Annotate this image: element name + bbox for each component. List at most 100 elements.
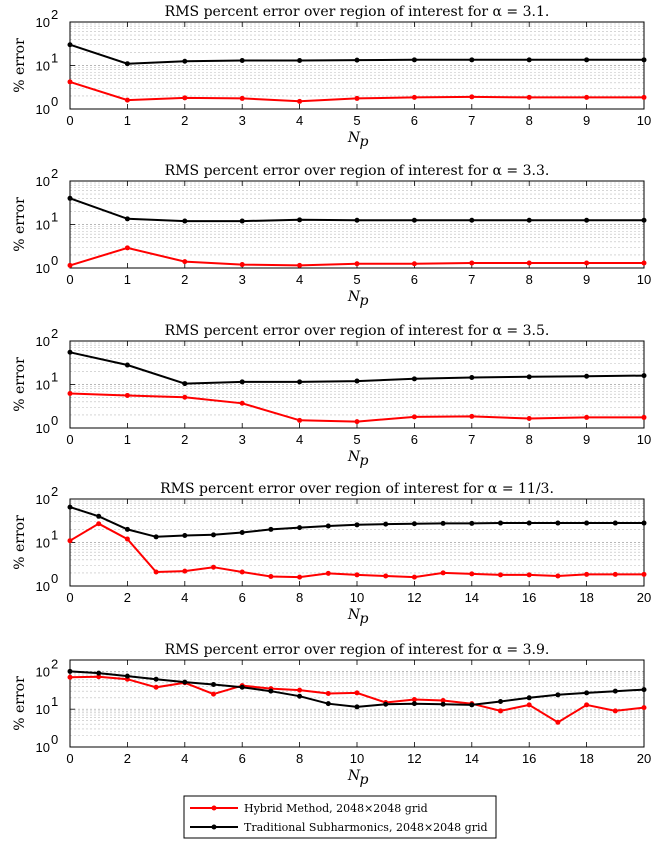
x-tick-label: 8 — [526, 432, 533, 447]
x-axis-label: N — [347, 607, 361, 623]
data-point-hybrid — [239, 95, 245, 101]
x-tick-label: 6 — [239, 751, 246, 766]
data-point-hybrid — [354, 261, 360, 267]
data-point-hybrid — [469, 571, 475, 577]
data-point-traditional — [584, 373, 590, 379]
x-tick-label: 10 — [637, 113, 651, 128]
data-point-hybrid — [124, 536, 130, 542]
data-point-hybrid — [67, 79, 73, 85]
y-axis-label: % error — [12, 197, 28, 252]
data-point-traditional — [354, 522, 360, 528]
x-tick-label: 8 — [526, 272, 533, 287]
x-tick-label: 2 — [181, 432, 188, 447]
data-point-hybrid — [239, 569, 245, 575]
x-tick-label: 2 — [124, 590, 131, 605]
x-tick-label: 0 — [66, 113, 73, 128]
x-tick-label: 1 — [124, 432, 131, 447]
data-point-traditional — [67, 195, 73, 201]
data-point-traditional — [526, 695, 532, 701]
data-point-traditional — [641, 217, 647, 223]
y-tick-label: 10 — [36, 334, 50, 349]
legend-box — [183, 795, 497, 839]
data-point-hybrid — [526, 572, 532, 578]
x-axis-label: N — [347, 449, 361, 465]
data-point-traditional — [641, 57, 647, 63]
data-point-hybrid — [211, 691, 216, 697]
x-tick-label: 5 — [353, 432, 360, 447]
x-tick-label: 0 — [66, 432, 73, 447]
data-point-hybrid — [67, 538, 73, 544]
x-tick-label: 4 — [296, 113, 303, 128]
data-point-traditional — [96, 670, 102, 676]
x-tick-label: 14 — [465, 590, 479, 605]
data-point-hybrid — [526, 702, 532, 708]
legend-marker-traditional — [211, 824, 217, 830]
data-point-traditional — [354, 378, 360, 384]
data-point-traditional — [641, 520, 647, 526]
data-point-hybrid — [555, 719, 561, 725]
data-point-traditional — [469, 702, 475, 708]
data-point-traditional — [440, 701, 446, 707]
data-point-hybrid — [411, 414, 417, 420]
data-point-traditional — [124, 526, 130, 532]
data-point-traditional — [67, 504, 73, 510]
data-point-hybrid — [124, 97, 130, 103]
data-point-traditional — [469, 217, 475, 223]
data-point-hybrid — [383, 573, 389, 579]
data-point-traditional — [268, 526, 274, 532]
chart-title: RMS percent error over region of interes… — [165, 163, 550, 179]
data-point-hybrid — [641, 414, 647, 420]
x-tick-label: 14 — [465, 751, 479, 766]
data-point-hybrid — [498, 572, 503, 578]
x-tick-label: 10 — [350, 590, 364, 605]
y-tick-label: 10 — [36, 579, 50, 594]
x-axis-label-subscript: p — [360, 453, 369, 469]
data-point-traditional — [526, 57, 532, 63]
x-axis-label-subscript: p — [360, 293, 369, 309]
y-tick-exponent: 1 — [51, 528, 58, 543]
data-point-traditional — [555, 520, 561, 526]
chart-title: RMS percent error over region of interes… — [165, 642, 550, 658]
y-tick-label: 10 — [36, 102, 50, 117]
x-tick-label: 1 — [124, 272, 131, 287]
data-point-hybrid — [469, 413, 475, 419]
plot-area — [70, 341, 644, 428]
x-tick-label: 16 — [522, 590, 536, 605]
data-point-hybrid — [526, 260, 532, 266]
data-point-traditional — [584, 217, 590, 223]
x-tick-label: 4 — [181, 751, 188, 766]
legend: Hybrid Method, 2048×2048 grid Traditiona… — [183, 795, 497, 839]
x-axis-label-subscript: p — [360, 134, 369, 150]
x-tick-label: 7 — [468, 432, 475, 447]
data-point-traditional — [297, 525, 303, 531]
data-point-traditional — [641, 687, 647, 693]
x-tick-label: 18 — [579, 751, 593, 766]
y-tick-exponent: 1 — [51, 210, 58, 225]
y-tick-label: 10 — [36, 421, 50, 436]
data-point-traditional — [239, 684, 245, 690]
legend-marker-hybrid — [211, 805, 217, 811]
x-tick-label: 2 — [124, 751, 131, 766]
y-tick-exponent: 2 — [51, 484, 58, 499]
data-point-hybrid — [297, 98, 303, 104]
plot-area — [70, 22, 644, 109]
data-point-traditional — [297, 217, 303, 223]
y-tick-label: 10 — [36, 218, 50, 233]
data-point-hybrid — [411, 94, 417, 100]
x-tick-label: 0 — [66, 272, 73, 287]
x-tick-label: 8 — [526, 113, 533, 128]
data-point-hybrid — [182, 95, 188, 101]
y-tick-exponent: 1 — [51, 51, 58, 66]
x-tick-label: 16 — [522, 751, 536, 766]
data-point-traditional — [498, 698, 503, 704]
data-point-traditional — [124, 362, 130, 368]
data-point-hybrid — [498, 708, 503, 714]
data-point-hybrid — [297, 262, 303, 268]
data-point-hybrid — [124, 392, 130, 398]
data-point-traditional — [526, 374, 532, 380]
data-point-traditional — [67, 668, 73, 674]
